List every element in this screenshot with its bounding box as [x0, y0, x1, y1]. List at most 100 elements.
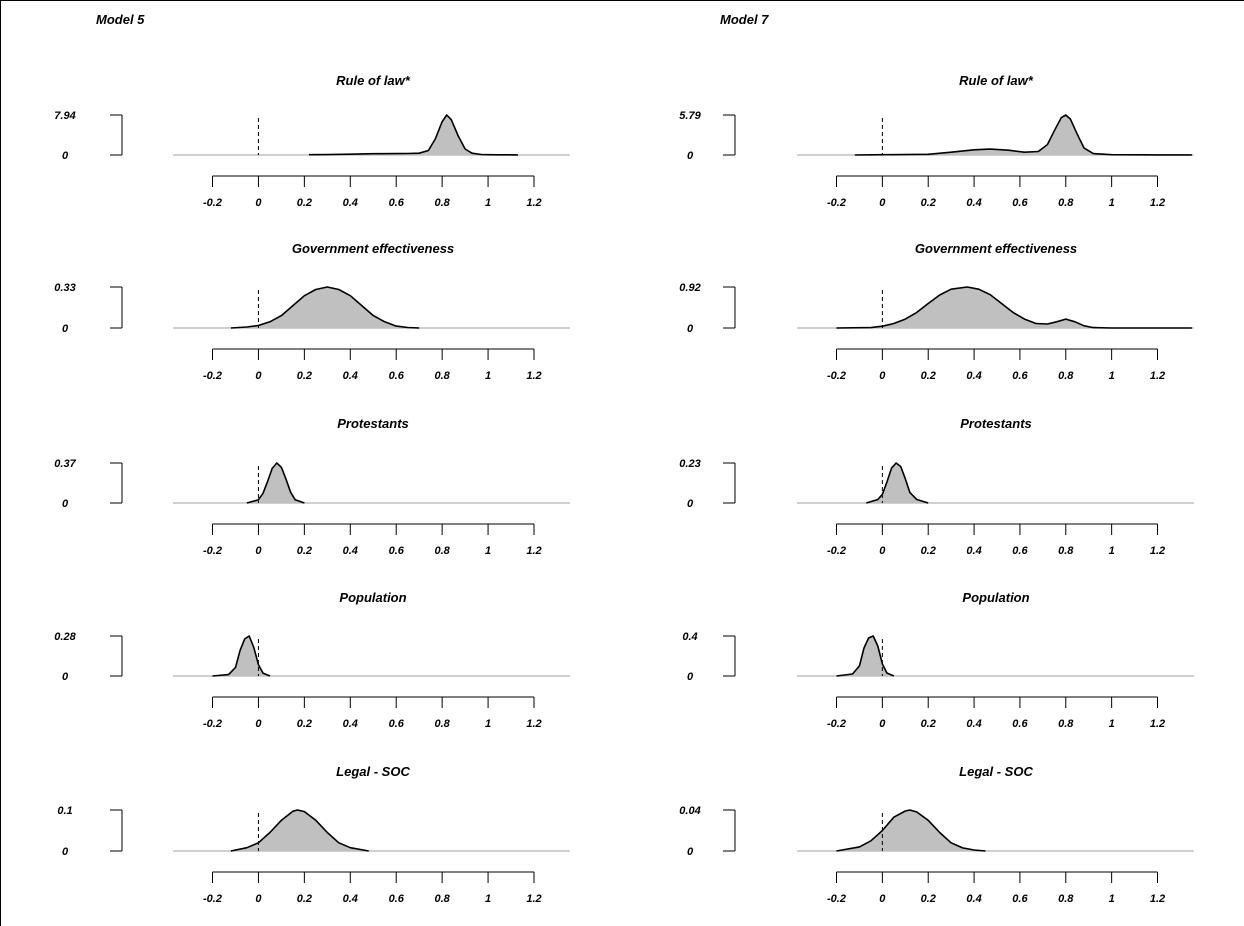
x-tick-label: 0.4 — [343, 197, 358, 209]
x-tick-label: 0.4 — [966, 370, 981, 382]
density-line — [836, 809, 986, 852]
y-tick-label: 0.37 — [54, 458, 76, 470]
x-tick-label: 0.2 — [297, 545, 312, 557]
density-line — [866, 462, 929, 504]
x-tick-label: 0.2 — [921, 893, 936, 905]
y-tick-label: 0.28 — [54, 631, 76, 643]
x-tick-label: 1 — [485, 545, 491, 557]
density-area — [246, 463, 305, 503]
y-tick-label: 0.23 — [679, 458, 700, 470]
model-label: Model 5 — [96, 12, 145, 27]
density-line — [230, 286, 420, 329]
y-tick-label: 0 — [62, 671, 69, 683]
density-area — [836, 636, 894, 676]
x-tick-label: 0.6 — [1012, 370, 1028, 382]
x-tick-label: 0 — [255, 893, 262, 905]
y-tick-label: 0 — [62, 150, 69, 162]
density-panel: Government effectiveness 0.33 0 -0.2 0 0.2 0.4… — [54, 241, 570, 382]
x-tick-label: 0 — [255, 545, 262, 557]
y-tick-label: 0 — [687, 671, 694, 683]
panel-title: Legal - SOC — [959, 764, 1033, 779]
x-tick-label: 0.2 — [921, 545, 936, 557]
y-tick-label: 0 — [687, 498, 694, 510]
x-tick-label: 0.6 — [389, 718, 405, 730]
x-tick-label: 1 — [485, 197, 491, 209]
x-tick-label: 0.8 — [434, 893, 450, 905]
density-panel: Population 0.4 0 -0.2 0 0.2 0.4 0.6 0.8 1 1.2 — [682, 590, 1194, 730]
x-tick-label: 1 — [485, 893, 491, 905]
density-area — [212, 636, 270, 676]
x-tick-label: 0.6 — [389, 545, 405, 557]
density-area — [836, 810, 986, 851]
x-tick-label: -0.2 — [203, 893, 222, 905]
density-area — [854, 115, 1192, 155]
x-tick-label: -0.2 — [827, 545, 846, 557]
x-tick-label: 0.2 — [921, 197, 936, 209]
x-tick-label: 0.8 — [1058, 197, 1074, 209]
x-tick-label: 0 — [255, 718, 262, 730]
x-tick-label: -0.2 — [827, 370, 846, 382]
density-area — [230, 810, 369, 851]
x-tick-label: 0.8 — [434, 197, 450, 209]
y-tick-label: 0.4 — [682, 631, 697, 643]
density-line — [854, 114, 1192, 156]
x-tick-label: 0.8 — [434, 718, 450, 730]
density-panel: Legal - SOC 0.1 0 -0.2 0 0.2 0.4 0.6 0.8 1 1.2 — [57, 764, 570, 905]
x-tick-label: 0.2 — [297, 718, 312, 730]
y-tick-label: 0 — [687, 150, 694, 162]
y-tick-label: 0 — [62, 323, 69, 335]
y-tick-label: 7.94 — [54, 110, 75, 122]
x-tick-label: 1.2 — [1150, 197, 1165, 209]
panel-title: Government effectiveness — [292, 241, 454, 256]
density-line — [836, 635, 895, 677]
density-line — [246, 462, 305, 504]
x-tick-label: 0.8 — [1058, 545, 1074, 557]
x-tick-label: 0.8 — [1058, 370, 1074, 382]
x-tick-label: 0.4 — [343, 718, 358, 730]
x-tick-label: 0.6 — [1012, 893, 1028, 905]
x-tick-label: 0.8 — [434, 370, 450, 382]
x-tick-label: -0.2 — [827, 893, 846, 905]
x-tick-label: 1 — [1109, 370, 1115, 382]
panel-title: Population — [962, 590, 1029, 605]
x-tick-label: 1 — [1109, 197, 1115, 209]
density-area — [309, 115, 518, 155]
density-line — [836, 286, 1192, 329]
y-tick-label: 0.33 — [54, 282, 75, 294]
x-tick-label: 0 — [879, 545, 886, 557]
x-tick-label: -0.2 — [203, 718, 222, 730]
x-tick-label: 0.6 — [389, 370, 405, 382]
model-label: Model 7 — [720, 12, 769, 27]
x-tick-label: -0.2 — [203, 197, 222, 209]
density-panel: Population 0.28 0 -0.2 0 0.2 0.4 0.6 0.8 1 1.2 — [54, 590, 570, 730]
x-tick-label: 0.6 — [1012, 545, 1028, 557]
x-tick-label: 0 — [879, 893, 886, 905]
density-area — [866, 463, 929, 503]
x-tick-label: 0 — [879, 370, 886, 382]
x-tick-label: 0.4 — [966, 197, 981, 209]
x-tick-label: 0 — [879, 718, 886, 730]
x-tick-label: 0.2 — [297, 893, 312, 905]
density-panel: Protestants 0.23 0 -0.2 0 0.2 0.4 0.6 0.8 1 1.2 — [679, 416, 1194, 557]
density-panel: Rule of law* 5.79 0 -0.2 0 0.2 0.4 0.6 0.8 1 1.2 — [679, 73, 1194, 209]
x-tick-label: 0.8 — [1058, 893, 1074, 905]
x-tick-label: 0.4 — [343, 893, 358, 905]
x-tick-label: 1.2 — [1150, 718, 1165, 730]
x-tick-label: 1.2 — [526, 197, 541, 209]
y-tick-label: 0 — [62, 498, 69, 510]
panel-title: Rule of law* — [959, 73, 1034, 88]
density-line — [212, 635, 271, 677]
x-tick-label: 0.6 — [389, 893, 405, 905]
density-line — [308, 114, 518, 156]
panel-title: Protestants — [960, 416, 1032, 431]
x-tick-label: 1.2 — [1150, 893, 1165, 905]
x-tick-label: -0.2 — [203, 545, 222, 557]
x-tick-label: 1.2 — [1150, 545, 1165, 557]
x-tick-label: 0.2 — [921, 370, 936, 382]
x-tick-label: -0.2 — [827, 197, 846, 209]
density-area — [230, 287, 420, 328]
x-tick-label: 0.4 — [966, 718, 981, 730]
x-tick-label: 1.2 — [526, 545, 541, 557]
panel-title: Protestants — [337, 416, 409, 431]
